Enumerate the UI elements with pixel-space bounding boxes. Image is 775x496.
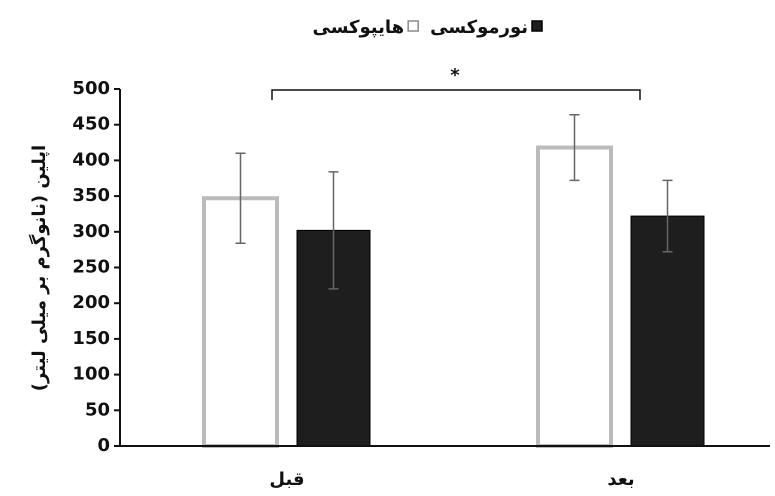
y-tick-label: 150 (72, 328, 110, 349)
legend-label: هایپوکسی (313, 17, 405, 38)
y-tick-label: 50 (85, 399, 110, 420)
y-tick-label: 500 (72, 78, 110, 99)
y-axis-label: اپلین (نانوگرم بر میلی لیتر) (28, 145, 50, 391)
y-tick-label: 100 (72, 364, 110, 385)
significance-mark: * (450, 65, 460, 86)
x-tick-label: بعد (607, 469, 634, 490)
error-bar (569, 113, 580, 182)
error-bar (662, 179, 673, 253)
y-tick-label: 200 (72, 292, 110, 313)
y-tick-label: 350 (72, 185, 110, 206)
legend-label: نورموکسی (430, 17, 528, 38)
y-tick-label: 450 (72, 114, 110, 135)
y-tick-label: 400 (72, 149, 110, 170)
legend-swatch (531, 20, 543, 32)
y-tick-label: 250 (72, 257, 110, 278)
significance-bracket (271, 89, 641, 100)
legend-swatch (407, 20, 419, 32)
bar (630, 215, 705, 447)
y-tick-label: 300 (72, 221, 110, 242)
x-tick-label: قبل (269, 469, 304, 490)
bar (536, 145, 613, 448)
y-tick-label: 0 (97, 435, 110, 456)
error-bar (328, 171, 339, 290)
error-bar (235, 152, 246, 244)
